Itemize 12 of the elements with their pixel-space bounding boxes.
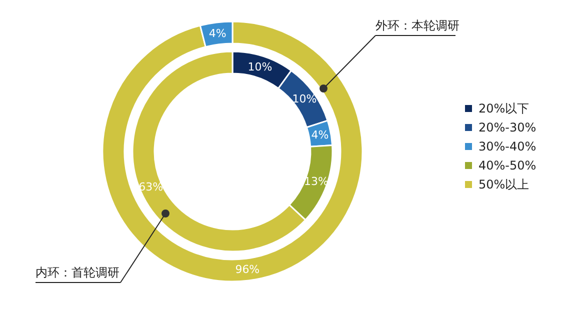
text: 外环：本轮调研 — [376, 18, 460, 32]
data-label: 10% — [248, 60, 272, 74]
data-label: 10% — [292, 92, 317, 106]
data-label: 4% — [208, 26, 226, 40]
data-label: 4% — [311, 128, 329, 142]
legend-label: 50%以上 — [478, 178, 530, 192]
data-label: 96% — [235, 263, 260, 276]
legend-label: 30%-40% — [478, 140, 536, 154]
legend-label: 20%-30% — [478, 120, 536, 134]
text: 内环：首轮调研 — [36, 266, 120, 280]
legend-label: 20%以下 — [478, 102, 530, 116]
legend-label: 40%-50% — [478, 158, 536, 172]
